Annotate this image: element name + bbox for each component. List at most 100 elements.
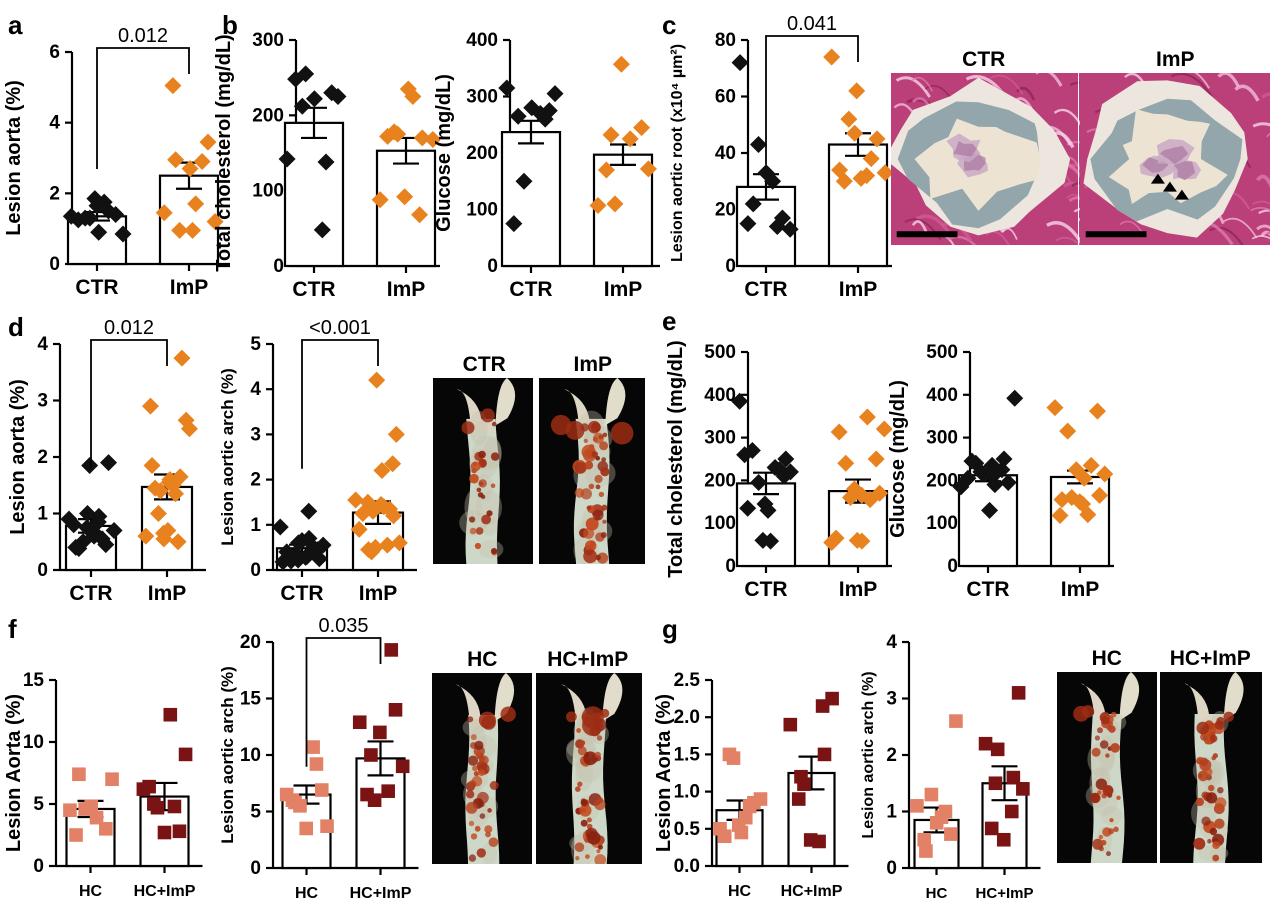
svg-text:Lesion aortic arch (%): Lesion aortic arch (%) [860, 671, 877, 838]
svg-text:HC+ImP: HC+ImP [350, 885, 412, 902]
svg-text:10: 10 [240, 745, 261, 766]
svg-text:5: 5 [33, 794, 44, 815]
svg-text:300: 300 [704, 428, 736, 449]
svg-text:400: 400 [926, 385, 958, 406]
svg-text:0: 0 [487, 256, 498, 277]
svg-text:2: 2 [886, 745, 897, 766]
svg-text:0: 0 [250, 560, 261, 581]
svg-text:10: 10 [23, 732, 44, 753]
svg-text:ImP: ImP [148, 582, 187, 605]
svg-text:200: 200 [252, 105, 284, 126]
svg-text:CTR: CTR [966, 578, 1009, 601]
svg-text:ImP: ImP [839, 278, 878, 301]
svg-text:200: 200 [704, 470, 736, 491]
svg-text:ImP: ImP [359, 582, 398, 605]
svg-text:1: 1 [250, 515, 261, 536]
svg-text:300: 300 [466, 87, 498, 108]
svg-text:0.012: 0.012 [104, 317, 154, 339]
svg-text:Lesion aorta (%): Lesion aorta (%) [7, 379, 29, 535]
svg-text:60: 60 [715, 87, 736, 108]
svg-text:300: 300 [926, 428, 958, 449]
svg-text:0: 0 [49, 254, 60, 275]
svg-text:ImP: ImP [1061, 578, 1100, 601]
svg-text:<0.001: <0.001 [309, 317, 371, 339]
svg-text:0.0: 0.0 [674, 856, 700, 877]
svg-text:15: 15 [23, 670, 45, 691]
svg-text:1.0: 1.0 [674, 782, 700, 803]
svg-text:4: 4 [37, 334, 48, 355]
svg-text:CTR: CTR [69, 582, 112, 605]
svg-text:15: 15 [240, 689, 262, 710]
svg-text:CTR: CTR [292, 278, 335, 301]
svg-text:CTR: CTR [75, 276, 118, 299]
svg-text:400: 400 [466, 30, 498, 51]
svg-text:0: 0 [37, 560, 48, 581]
svg-text:100: 100 [466, 200, 498, 221]
svg-text:3: 3 [886, 689, 897, 710]
svg-text:HC: HC [79, 883, 103, 900]
svg-text:200: 200 [926, 470, 958, 491]
svg-text:ImP: ImP [604, 278, 643, 301]
svg-text:400: 400 [704, 385, 736, 406]
svg-text:300: 300 [252, 30, 284, 51]
svg-text:40: 40 [715, 143, 736, 164]
svg-text:Lesion aortic arch (%): Lesion aortic arch (%) [218, 666, 237, 844]
svg-text:HC+ImP: HC+ImP [976, 885, 1034, 902]
svg-text:500: 500 [704, 342, 736, 363]
svg-text:0: 0 [947, 556, 958, 577]
svg-text:HC: HC [295, 885, 319, 902]
svg-text:2.0: 2.0 [674, 707, 700, 728]
svg-text:0.012: 0.012 [118, 25, 168, 47]
svg-text:HC: HC [926, 885, 948, 902]
svg-text:0.5: 0.5 [674, 819, 701, 840]
svg-text:Glucose (mg/dL): Glucose (mg/dL) [433, 74, 455, 232]
svg-text:5: 5 [250, 802, 261, 823]
svg-text:0: 0 [725, 256, 736, 277]
svg-text:ImP: ImP [387, 278, 426, 301]
svg-text:500: 500 [926, 342, 958, 363]
svg-text:HC+ImP: HC+ImP [134, 883, 196, 900]
svg-text:4: 4 [886, 632, 897, 653]
svg-text:2.5: 2.5 [674, 670, 701, 691]
svg-text:Lesion aorta (%): Lesion aorta (%) [3, 80, 25, 236]
svg-text:1.5: 1.5 [674, 744, 701, 765]
svg-text:20: 20 [715, 200, 736, 221]
svg-text:ImP: ImP [170, 276, 209, 299]
svg-text:CTR: CTR [509, 278, 552, 301]
svg-text:4: 4 [49, 113, 60, 134]
svg-text:1: 1 [886, 802, 897, 823]
svg-text:2: 2 [49, 183, 60, 204]
svg-text:3: 3 [37, 391, 48, 412]
svg-text:Lesion Aorta (%): Lesion Aorta (%) [653, 694, 675, 852]
svg-text:Glucose (mg/dL): Glucose (mg/dL) [887, 380, 909, 538]
svg-text:100: 100 [704, 513, 736, 534]
svg-text:CTR: CTR [280, 582, 323, 605]
svg-text:3: 3 [250, 424, 261, 445]
svg-text:100: 100 [252, 181, 284, 202]
svg-text:0: 0 [886, 858, 897, 879]
svg-text:HC: HC [728, 883, 752, 900]
svg-text:0.041: 0.041 [787, 13, 837, 35]
svg-text:200: 200 [466, 143, 498, 164]
svg-text:1: 1 [37, 504, 48, 525]
svg-text:0: 0 [33, 856, 44, 877]
svg-text:80: 80 [715, 30, 736, 51]
svg-text:0.035: 0.035 [318, 615, 368, 637]
svg-text:0: 0 [250, 858, 261, 879]
svg-text:Lesion Aorta (%): Lesion Aorta (%) [3, 694, 25, 852]
svg-text:HC+ImP: HC+ImP [781, 883, 843, 900]
svg-text:Total cholesterol (mg/dL): Total cholesterol (mg/dL) [665, 340, 687, 577]
svg-text:2: 2 [250, 470, 261, 491]
svg-text:CTR: CTR [744, 578, 787, 601]
svg-text:4: 4 [250, 379, 261, 400]
svg-text:2: 2 [37, 447, 48, 468]
svg-text:100: 100 [926, 513, 958, 534]
svg-text:6: 6 [49, 42, 60, 63]
svg-text:CTR: CTR [744, 278, 787, 301]
svg-text:ImP: ImP [839, 578, 878, 601]
svg-text:20: 20 [240, 632, 261, 653]
svg-text:0: 0 [725, 556, 736, 577]
svg-text:0: 0 [273, 256, 284, 277]
svg-text:Lesion aortic root (x10⁴ µm²): Lesion aortic root (x10⁴ µm²) [669, 44, 686, 262]
svg-text:Lesion aortic arch (%): Lesion aortic arch (%) [218, 368, 237, 546]
